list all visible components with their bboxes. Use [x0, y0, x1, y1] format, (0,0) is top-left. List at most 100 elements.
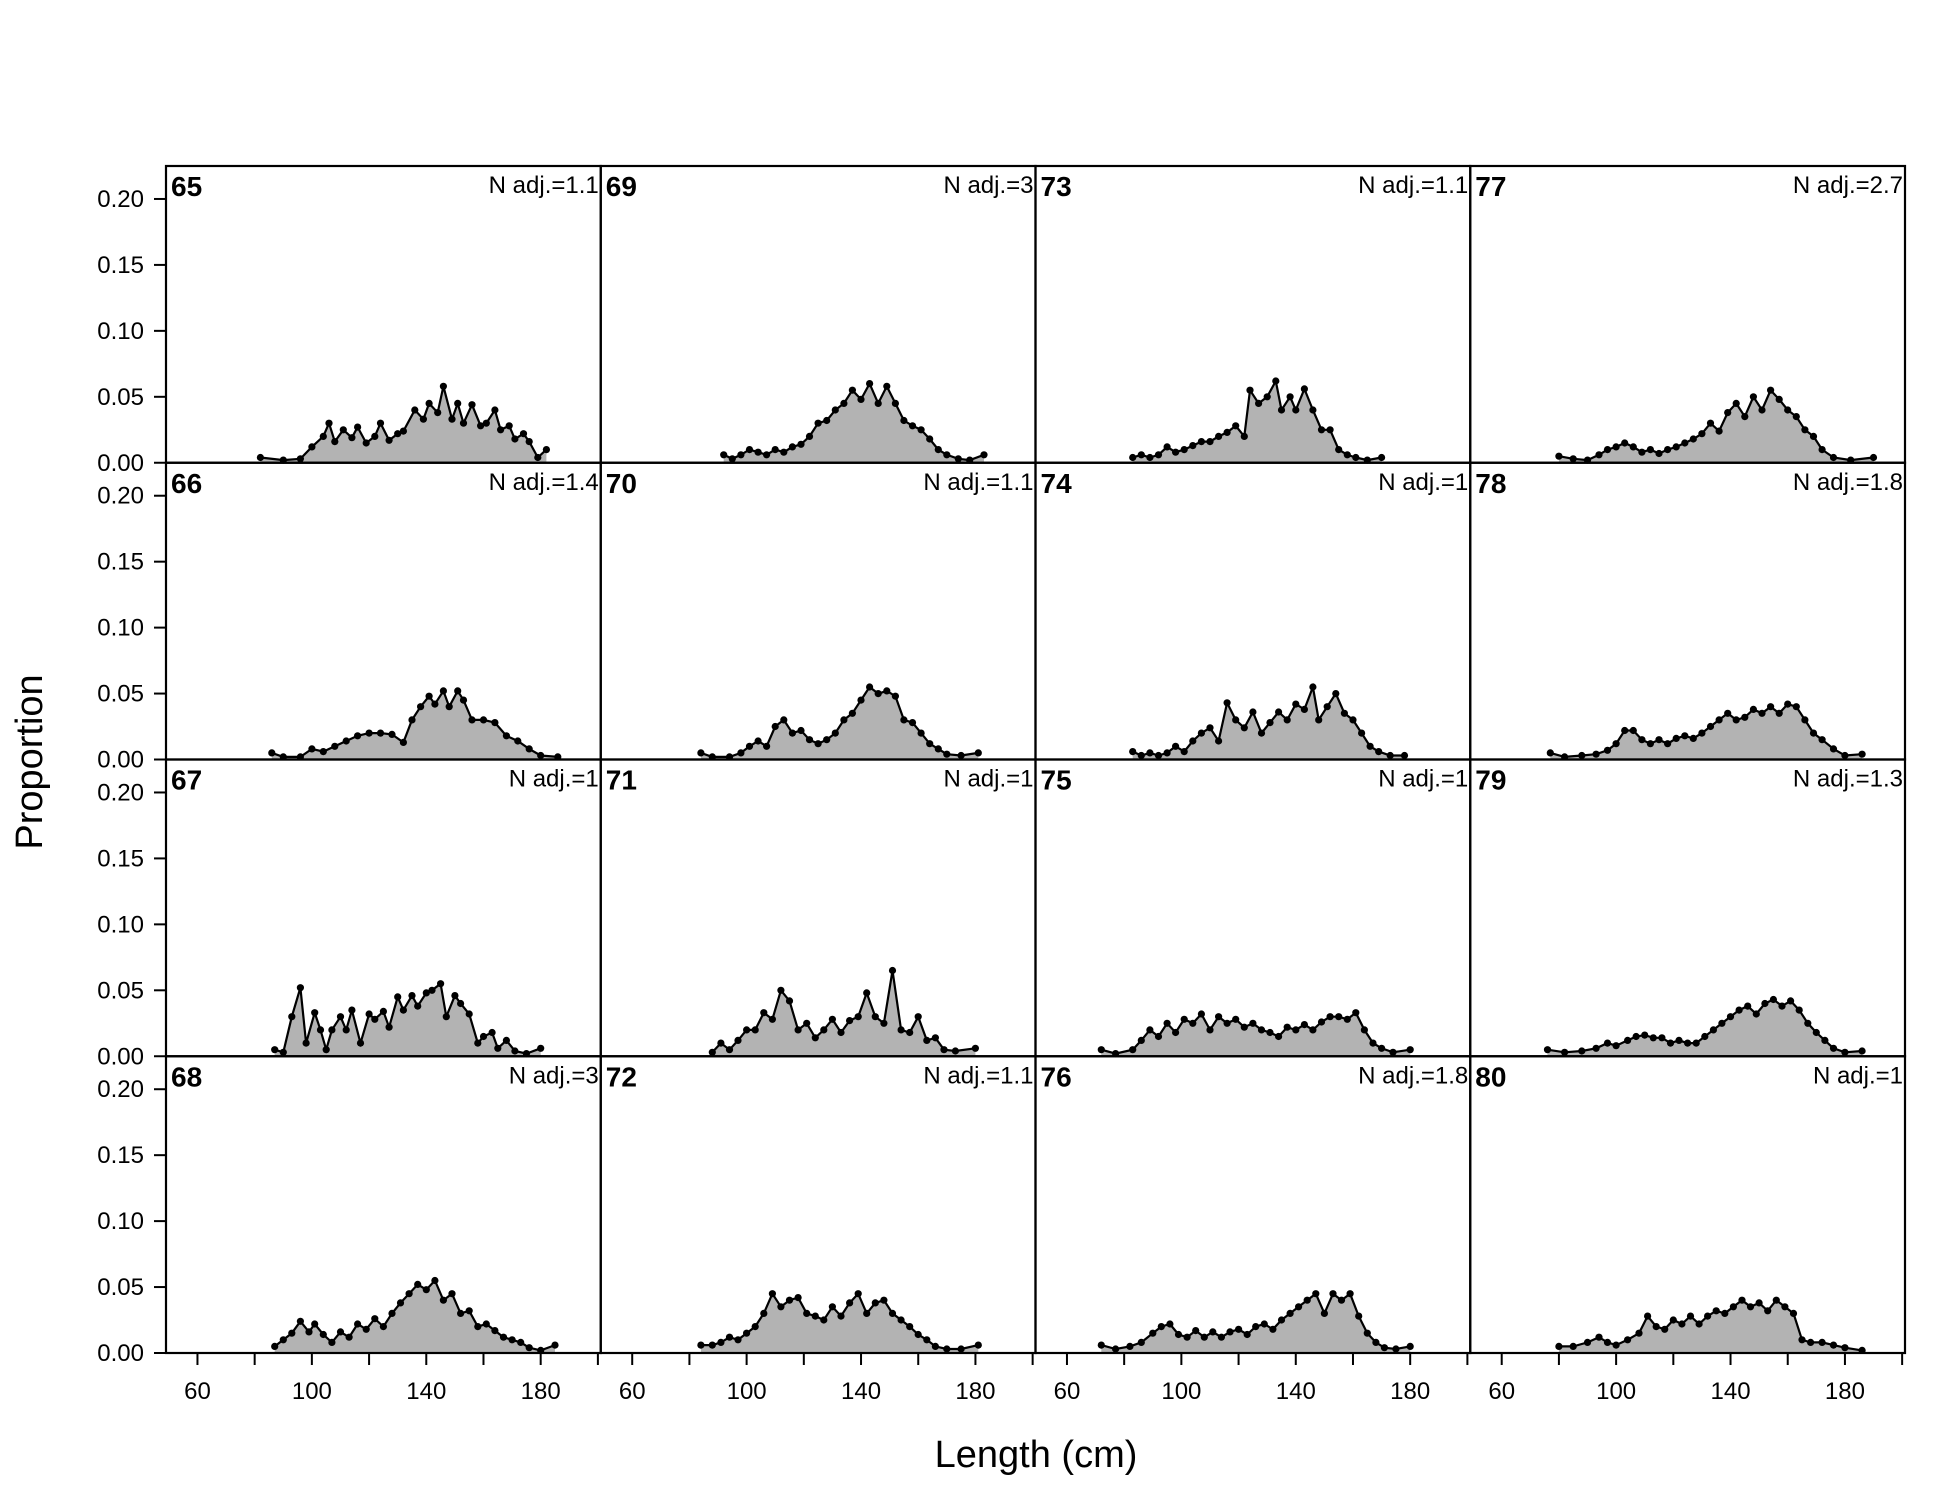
data-point [1266, 719, 1274, 727]
data-point [1243, 1330, 1251, 1339]
data-point [1206, 438, 1214, 446]
data-point [1638, 448, 1646, 456]
data-point [1275, 708, 1283, 716]
data-point [1292, 406, 1300, 414]
data-point [439, 1296, 447, 1304]
data-point [417, 703, 425, 711]
y-tick-label: 0.05 [97, 1274, 144, 1301]
data-point [1792, 413, 1800, 421]
data-point [1669, 1316, 1677, 1324]
n-adj-label: N adj.=1.3 [1793, 766, 1903, 793]
data-point [1792, 703, 1800, 711]
data-point [780, 448, 788, 456]
data-point [1729, 1303, 1737, 1311]
data-point [488, 1028, 496, 1037]
panel-label: 66 [171, 468, 202, 499]
data-point [434, 409, 442, 417]
data-point [331, 742, 339, 750]
data-point [854, 1290, 862, 1298]
data-point [494, 1044, 502, 1052]
data-point [1312, 1290, 1320, 1298]
data-point [1807, 1338, 1815, 1346]
data-point [457, 1309, 465, 1317]
data-point [1755, 1299, 1763, 1307]
data-point [1329, 1290, 1337, 1298]
data-point [1646, 740, 1654, 748]
data-point [388, 730, 396, 739]
data-point [1578, 1047, 1586, 1055]
panel-frame [1034, 1055, 1472, 1355]
data-point [1784, 406, 1792, 414]
data-point [1781, 1303, 1789, 1311]
data-point [1286, 393, 1294, 401]
data-point [1706, 722, 1715, 731]
data-point [425, 399, 433, 407]
data-point [728, 455, 736, 463]
area-fill [700, 687, 979, 760]
data-point [468, 716, 476, 724]
data-point [1692, 1039, 1700, 1047]
data-point [820, 1026, 828, 1034]
data-point [751, 1026, 759, 1034]
data-point [459, 419, 468, 427]
data-point [1795, 1006, 1803, 1014]
data-point [1775, 395, 1783, 403]
data-point [1686, 1312, 1695, 1320]
data-point [1303, 1296, 1311, 1304]
data-point [1197, 438, 1205, 446]
data-point [376, 729, 385, 737]
data-point [319, 432, 327, 440]
data-point [491, 406, 499, 414]
data-point [479, 716, 488, 724]
data-point [1255, 399, 1263, 407]
x-tick-label: 60 [1488, 1378, 1515, 1405]
data-point [1206, 724, 1214, 732]
data-point [454, 399, 462, 407]
data-point [1804, 1019, 1812, 1027]
data-point [1658, 1034, 1666, 1042]
data-point [296, 1317, 304, 1325]
data-point [328, 1338, 336, 1346]
data-point [537, 1044, 545, 1052]
data-point [1337, 1296, 1346, 1304]
data-point [348, 1006, 356, 1014]
data-point [354, 1320, 362, 1328]
data-point [1841, 1048, 1849, 1056]
n-adj-label: N adj.=1 [943, 766, 1033, 793]
data-point [414, 1280, 422, 1288]
data-point [342, 1026, 350, 1034]
data-point [1146, 749, 1154, 757]
panel-72: 72 N adj.=1.1 60 100 140 180 [599, 1055, 1037, 1405]
data-point [777, 1303, 785, 1311]
data-point [1209, 1328, 1217, 1336]
n-adj-label: N adj.=1.1 [923, 469, 1033, 496]
n-adj-label: N adj.=3 [943, 172, 1033, 199]
data-point [525, 1344, 533, 1352]
panel-74: 74 N adj.=1 [1034, 461, 1472, 761]
x-tick-label: 60 [1054, 1378, 1081, 1405]
data-point [1818, 1338, 1826, 1346]
data-point [846, 1299, 854, 1307]
data-point [1546, 749, 1554, 757]
data-point [1166, 1320, 1174, 1328]
data-point [399, 1006, 407, 1014]
data-point [1343, 451, 1351, 459]
data-point [1612, 1042, 1620, 1050]
panel-label: 71 [606, 765, 637, 796]
panel-66: 66 N adj.=1.4 0.00 0.05 0.10 0.15 0.20 [97, 461, 602, 774]
y-tick-label: 0.05 [97, 384, 144, 411]
data-point [1624, 1036, 1632, 1044]
panel-76: 76 N adj.=1.8 60 100 140 180 [1034, 1055, 1472, 1405]
data-point [1612, 443, 1620, 451]
data-point [943, 750, 951, 758]
y-tick-label: 0.00 [97, 747, 144, 774]
data-point [328, 1026, 336, 1034]
data-point [1260, 1320, 1268, 1328]
data-point [1309, 406, 1317, 414]
data-point [505, 422, 513, 430]
data-point [871, 1299, 879, 1307]
data-point [1215, 1013, 1223, 1021]
data-point [525, 745, 533, 753]
data-point [1378, 1044, 1386, 1052]
data-point [345, 1333, 353, 1341]
